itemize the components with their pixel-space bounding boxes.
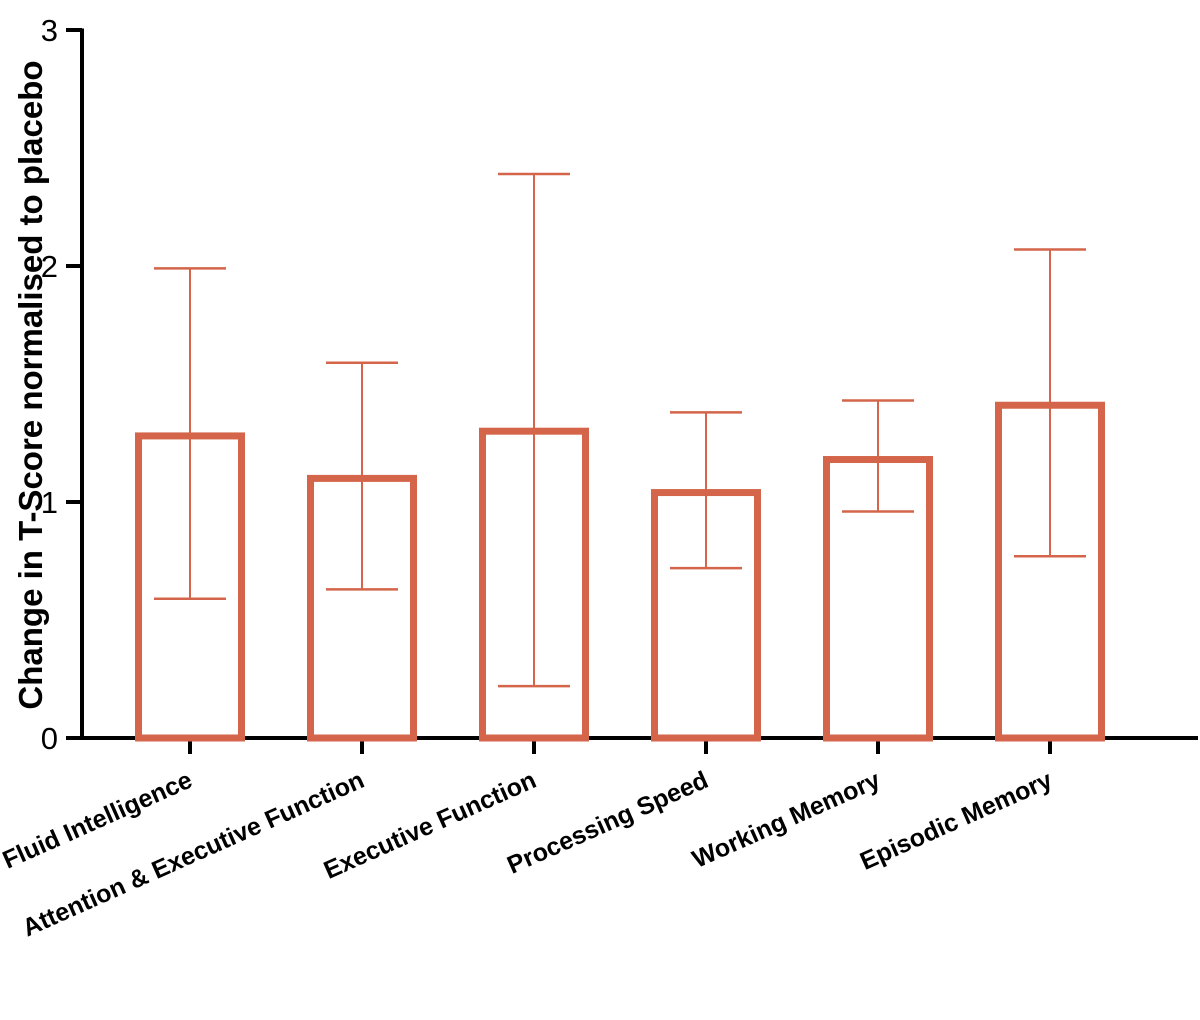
bars-group <box>135 401 1105 742</box>
x-tick-label-5: Episodic Memory <box>856 766 1057 876</box>
x-tick-label-4: Working Memory <box>688 766 884 874</box>
y-tick-label-3: 3 <box>41 13 58 48</box>
y-tick-label-1: 1 <box>41 485 58 520</box>
axes: 0 1 2 3 <box>41 13 1198 756</box>
error-bars-group <box>154 172 1086 688</box>
y-tick-label-0: 0 <box>41 721 58 756</box>
y-axis-label: Change in T-Score normalised to placebo <box>12 60 49 709</box>
y-tick-label-2: 2 <box>41 249 58 284</box>
